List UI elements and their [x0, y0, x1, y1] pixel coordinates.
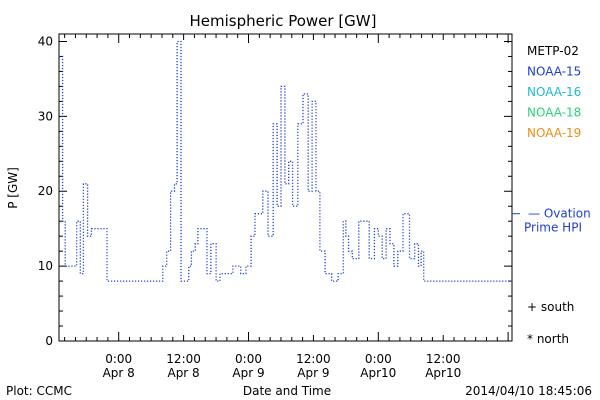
chart-title: Hemispheric Power [GW] [190, 12, 377, 30]
x-tick-label-date: Apr10 [425, 366, 461, 380]
marker-legend-entry: * north [527, 332, 569, 346]
x-tick-label: 12:00 [426, 352, 461, 366]
footer-plot-credit: Plot: CCMC [6, 384, 72, 398]
x-tick-label: 12:00 [296, 352, 331, 366]
x-tick-label-date: Apr 9 [232, 366, 264, 380]
series-line-ovation [59, 40, 512, 282]
legend-entry: NOAA-16 [527, 85, 581, 99]
legend: METP-02 NOAA-15 NOAA-16 NOAA-18 NOAA-19 [527, 44, 581, 140]
footer-timestamp: 2014/04/10 18:45:06 [465, 384, 592, 398]
y-tick-label: 10 [38, 259, 53, 273]
x-tick-label-date: Apr 8 [167, 366, 199, 380]
x-tick-label: 0:00 [365, 352, 392, 366]
reference-label-line1: — Ovation [528, 207, 591, 221]
x-tick-label: 0:00 [105, 352, 132, 366]
legend-entry: NOAA-15 [527, 65, 581, 79]
y-tick-label: 0 [45, 334, 53, 348]
x-tick-label: 12:00 [166, 352, 201, 366]
y-tick-label: 20 [38, 184, 53, 198]
marker-legend: + south * north [527, 300, 574, 346]
y-tick-label: 30 [38, 109, 53, 123]
legend-entry: NOAA-19 [527, 126, 581, 140]
x-tick-label-date: Apr 9 [297, 366, 329, 380]
reference-label-line2: Prime HPI [524, 221, 582, 235]
legend-entry: NOAA-18 [527, 106, 581, 120]
x-axis-label: Date and Time [243, 384, 331, 398]
x-tick-label: 0:00 [235, 352, 262, 366]
plot-frame [58, 33, 513, 342]
y-axis-label: P [GW] [6, 167, 20, 209]
marker-legend-entry: + south [527, 300, 574, 314]
x-tick-label-date: Apr10 [360, 366, 396, 380]
x-tick-label-date: Apr 8 [103, 366, 135, 380]
legend-entry: METP-02 [527, 44, 579, 58]
y-tick-label: 40 [38, 34, 53, 48]
